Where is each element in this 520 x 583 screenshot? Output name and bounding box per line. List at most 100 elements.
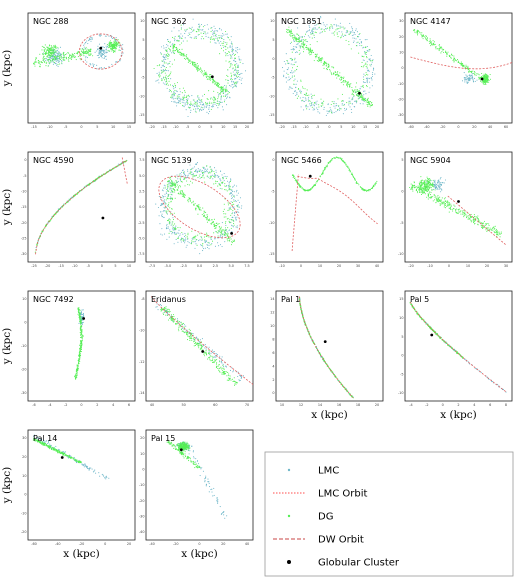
dg-point (223, 213, 225, 215)
dg-point (482, 83, 484, 85)
dg-point (349, 33, 351, 35)
dg-point (438, 47, 441, 49)
lmc-point (366, 46, 368, 48)
y-tick-label: 0 (272, 158, 274, 162)
dg-point (42, 53, 44, 55)
lmc-point (225, 97, 228, 99)
lmc-point (439, 178, 441, 180)
dg-point (199, 109, 201, 111)
dg-point (485, 224, 487, 226)
dg-point (458, 209, 460, 211)
dg-point (193, 99, 195, 101)
lmc-point (326, 24, 328, 26)
lmc-point (364, 50, 366, 53)
lmc-point (313, 107, 315, 109)
dg-point (170, 185, 172, 187)
dg-point (495, 230, 497, 232)
dg-point (213, 224, 215, 226)
dg-point (421, 35, 423, 37)
dg-point (482, 226, 484, 229)
dg-point (173, 59, 176, 61)
dg-point (291, 34, 293, 36)
dg-point (170, 182, 172, 184)
lmc-point (204, 241, 206, 244)
dg-point (169, 207, 171, 209)
lmc-point (294, 57, 296, 59)
lmc-point (371, 79, 373, 81)
dg-point (218, 83, 220, 85)
dg-point (344, 81, 346, 83)
dg-point (164, 187, 166, 189)
lmc-point (237, 204, 239, 206)
dg-point (118, 45, 120, 47)
y-tick-label: -30 (398, 113, 404, 117)
x-tick-label: 2.5 (213, 264, 218, 268)
dg-point (429, 42, 431, 44)
dg-point (205, 103, 207, 105)
lmc-point (434, 179, 436, 181)
dg-point (171, 199, 173, 201)
lmc-point (198, 97, 200, 99)
dg-point (47, 47, 49, 50)
dg-point (181, 191, 183, 193)
lmc-point (115, 37, 117, 39)
lmc-point (201, 29, 203, 31)
lmc-point (196, 100, 198, 102)
dg-point (231, 43, 233, 45)
dg-point (347, 165, 349, 168)
lmc-point (237, 208, 239, 211)
lmc-point (96, 49, 99, 51)
lmc-point (162, 82, 164, 84)
dg-point (166, 79, 168, 81)
lmc-point (214, 245, 216, 247)
lmc-point (169, 60, 171, 63)
dg-point (329, 70, 331, 72)
lmc-point (226, 33, 228, 35)
lmc-point (238, 211, 240, 213)
dg-point (49, 52, 52, 54)
dg-point (51, 47, 53, 49)
dg-point (227, 82, 229, 84)
lmc-point (220, 97, 222, 99)
lmc-point (322, 22, 324, 24)
dg-point (417, 32, 419, 34)
lmc-point (94, 51, 96, 53)
dg-point (356, 182, 358, 184)
dg-point (211, 79, 213, 81)
lmc-point (172, 43, 174, 45)
lmc-point (230, 77, 232, 79)
dg-point (472, 70, 474, 72)
dg-point (196, 70, 199, 72)
lmc-point (57, 61, 59, 63)
lmc-point (433, 185, 436, 187)
dg-point (444, 203, 447, 205)
lmc-point (203, 248, 205, 250)
dg-point (186, 54, 188, 56)
lmc-point (202, 250, 204, 252)
dg-point (187, 183, 189, 186)
dg-point (341, 33, 343, 35)
lmc-point (206, 244, 208, 246)
lmc-point (214, 103, 216, 105)
lmc-point (468, 78, 470, 80)
lmc-point (319, 112, 321, 114)
dg-point (322, 172, 324, 174)
dg-point (187, 95, 189, 97)
dg-point (169, 184, 171, 186)
dg-point (198, 29, 200, 31)
lmc-point (469, 74, 471, 76)
x-tick-label: 5 (340, 125, 342, 129)
dg-point (357, 182, 359, 185)
dg-point (416, 34, 419, 36)
lmc-point (161, 204, 163, 206)
lmc-point (299, 90, 301, 92)
dg-point (179, 51, 181, 53)
dg-point (413, 186, 415, 188)
dg-point (184, 91, 186, 93)
dg-point (433, 43, 435, 45)
dg-point (215, 226, 217, 228)
dg-point (429, 187, 431, 189)
dg-point (348, 169, 350, 172)
dg-point (50, 49, 52, 52)
dg-point (333, 72, 335, 74)
